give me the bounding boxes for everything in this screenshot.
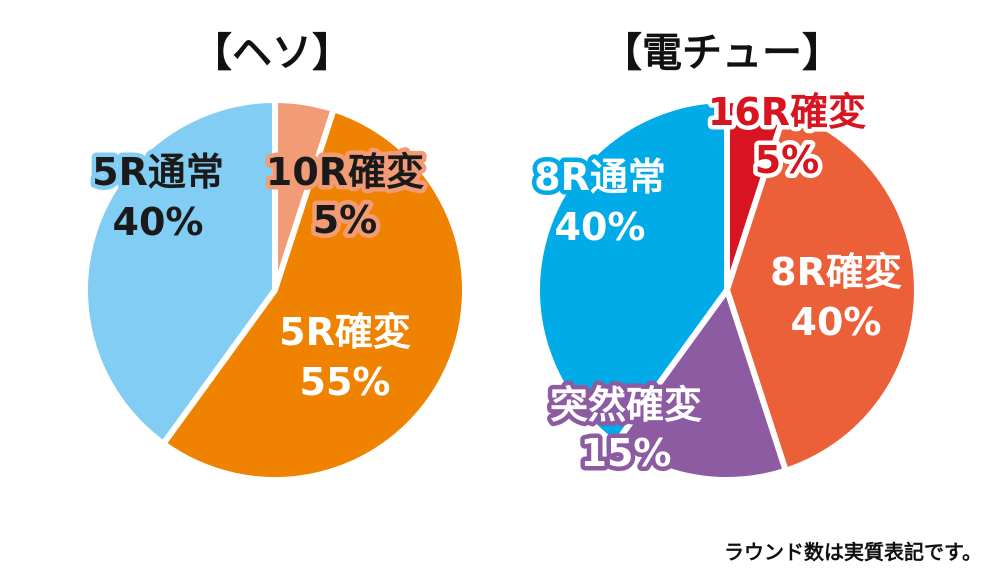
- slice-percent-label: 55%: [300, 360, 391, 404]
- slice-name-label: 5R確変: [279, 310, 411, 354]
- footnote: ラウンド数は実質表記です。: [724, 540, 982, 564]
- pie-chart-denchu: [534, 97, 920, 483]
- chart-title-heso: 【ヘソ】: [192, 30, 352, 76]
- slice-name-label: 5R通常: [92, 150, 224, 194]
- pie-slice: [160, 106, 469, 483]
- pie-slice: [534, 97, 730, 447]
- pie-slice: [612, 287, 789, 483]
- slice-percent-label: 40%: [791, 300, 882, 344]
- slice-percent-label: 15%: [581, 431, 672, 475]
- slice-name-label: 16R確変: [708, 90, 866, 134]
- pie-slice: [82, 97, 278, 447]
- pie-slice: [724, 106, 920, 474]
- slice-percent-label: 5%: [755, 138, 820, 182]
- slice-name-label: 8R通常: [534, 155, 666, 199]
- slice-name-label: 突然確変: [550, 383, 702, 427]
- slice-name-label: 10R確変: [266, 150, 424, 194]
- slice-percent-label: 40%: [113, 200, 204, 244]
- chart-title-denchu: 【電チュー】: [602, 30, 842, 76]
- slice-percent-label: 40%: [555, 205, 646, 249]
- pie-chart-heso: [82, 97, 469, 483]
- slice-percent-label: 5%: [313, 198, 378, 242]
- slice-name-label: 8R確変: [770, 250, 902, 294]
